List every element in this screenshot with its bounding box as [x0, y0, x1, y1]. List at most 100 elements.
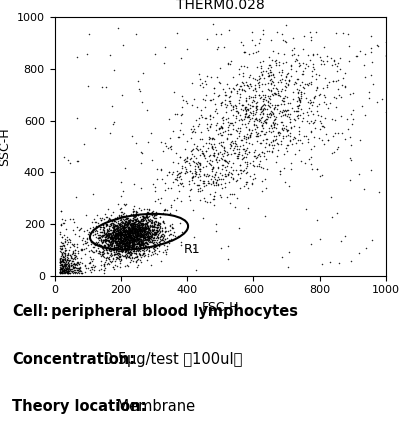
Point	[273, 57, 280, 64]
Point	[58, 259, 64, 266]
Point	[221, 157, 227, 164]
Point	[126, 228, 133, 235]
Point	[133, 208, 139, 215]
Point	[101, 244, 108, 251]
Point	[383, 38, 389, 45]
Point	[89, 218, 96, 225]
Point	[137, 226, 143, 233]
Point	[272, 91, 278, 98]
Point	[124, 233, 130, 240]
Point	[217, 130, 223, 137]
Point	[258, 93, 265, 100]
Point	[61, 259, 67, 266]
Point	[214, 176, 220, 183]
Point	[324, 137, 331, 144]
Point	[62, 255, 68, 262]
Point	[57, 220, 64, 227]
Point	[136, 222, 142, 229]
Point	[206, 135, 213, 142]
Point	[239, 136, 246, 143]
Point	[240, 168, 246, 175]
Point	[181, 157, 187, 164]
Point	[192, 168, 198, 174]
Point	[113, 253, 120, 260]
Point	[127, 233, 133, 240]
Point	[122, 227, 128, 234]
Point	[137, 225, 144, 232]
Point	[92, 230, 98, 237]
Point	[275, 88, 281, 95]
Point	[70, 270, 76, 276]
Point	[288, 47, 295, 54]
Point	[112, 239, 118, 246]
Point	[130, 207, 137, 214]
Point	[268, 138, 274, 145]
Point	[267, 87, 274, 94]
Point	[129, 214, 136, 221]
Point	[263, 119, 269, 126]
Point	[126, 233, 132, 240]
Point	[217, 64, 223, 71]
Point	[158, 138, 164, 145]
Point	[146, 245, 152, 252]
Point	[139, 238, 145, 245]
Point	[127, 228, 133, 235]
Point	[141, 226, 147, 233]
Point	[242, 105, 249, 112]
Point	[117, 233, 123, 240]
Point	[133, 227, 139, 234]
Point	[124, 249, 130, 256]
Point	[117, 229, 123, 236]
Point	[101, 228, 107, 235]
Text: 0.5μg/test （100ul）: 0.5μg/test （100ul）	[99, 352, 242, 367]
Point	[106, 214, 112, 221]
Point	[203, 114, 210, 121]
Point	[255, 48, 261, 55]
Point	[140, 241, 146, 248]
Point	[126, 227, 132, 234]
Point	[114, 214, 121, 220]
Point	[166, 115, 173, 122]
Point	[250, 158, 257, 165]
Point	[58, 262, 65, 269]
Point	[242, 48, 248, 55]
Point	[103, 228, 110, 235]
Point	[120, 223, 126, 230]
Point	[240, 42, 246, 49]
Point	[305, 138, 311, 145]
Point	[130, 243, 137, 250]
Point	[135, 212, 141, 219]
Point	[122, 226, 128, 233]
Point	[145, 222, 152, 229]
Point	[274, 152, 280, 159]
Point	[274, 102, 280, 108]
Point	[140, 217, 146, 224]
Point	[143, 220, 149, 227]
Point	[300, 60, 307, 67]
Point	[133, 140, 139, 147]
Point	[266, 147, 273, 154]
Point	[253, 128, 259, 135]
Point	[120, 211, 126, 218]
Point	[147, 238, 154, 245]
Point	[137, 239, 144, 246]
Point	[347, 90, 353, 97]
Point	[246, 140, 253, 147]
Point	[296, 95, 302, 102]
Point	[257, 74, 263, 81]
Point	[61, 243, 67, 250]
Point	[302, 65, 308, 72]
Point	[206, 179, 212, 186]
Point	[129, 238, 135, 245]
Point	[156, 221, 162, 228]
Point	[86, 253, 93, 260]
Point	[137, 242, 143, 249]
Point	[254, 117, 260, 124]
Point	[101, 227, 108, 234]
Point	[269, 102, 275, 109]
Point	[114, 242, 121, 249]
Point	[143, 239, 149, 246]
Point	[128, 242, 135, 249]
Point	[107, 253, 114, 260]
Point	[135, 231, 141, 238]
